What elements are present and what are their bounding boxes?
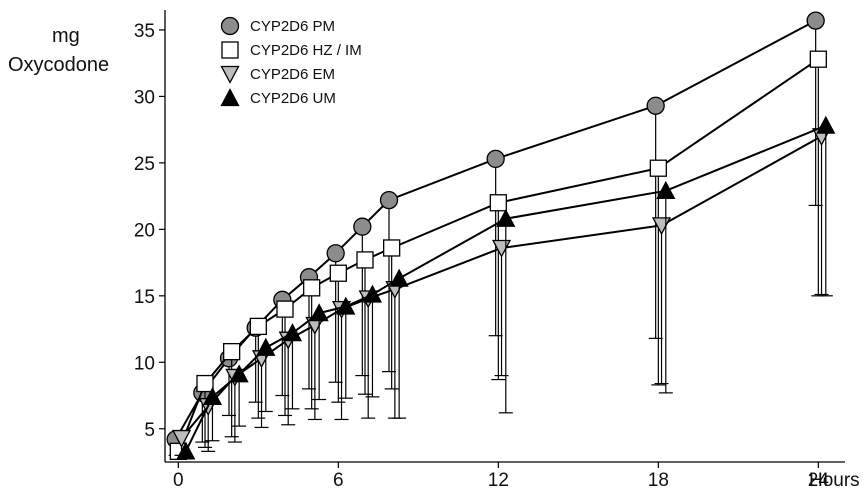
data-point (326, 244, 345, 263)
x-tick-label: 18 (648, 470, 669, 490)
data-point (171, 429, 192, 448)
series-cyp2d6-em (171, 128, 832, 456)
x-tick-label: 0 (173, 470, 184, 490)
legend-marker (220, 16, 240, 36)
data-point (379, 190, 399, 210)
y-tick-label: 15 (134, 287, 155, 308)
legend: CYP2D6 PM CYP2D6 HZ / IM CYP2D6 EM CYP2D6 U… (220, 16, 362, 107)
y-tick-label: 35 (134, 21, 155, 42)
legend-label: CYP2D6 UM (250, 90, 336, 107)
data-point (496, 208, 516, 227)
data-point (282, 323, 303, 342)
y-tick-label: 25 (134, 154, 155, 175)
data-point (196, 374, 214, 393)
data-point (646, 96, 665, 115)
legend-marker (220, 65, 240, 84)
y-axis-label-line2: Oxycodone (8, 54, 109, 76)
y-tick-label: 20 (134, 220, 155, 241)
series-cyp2d6-um (176, 115, 836, 460)
legend-label: CYP2D6 EM (250, 66, 335, 83)
data-point (806, 11, 825, 30)
y-tick-label: 5 (144, 420, 155, 441)
data-point (489, 194, 507, 212)
legend-label: CYP2D6 PM (250, 18, 335, 35)
data-point (809, 50, 827, 68)
data-point (309, 303, 329, 322)
data-point (223, 343, 241, 361)
data-point (383, 239, 401, 257)
data-point (276, 300, 294, 318)
y-axis-label-line1: mg (52, 25, 80, 47)
data-point (362, 284, 383, 303)
data-point (303, 279, 321, 297)
data-point (656, 180, 676, 199)
data-point (816, 115, 836, 134)
data-point (336, 296, 356, 315)
data-point (176, 441, 196, 460)
data-point (649, 159, 667, 177)
axes (164, 10, 845, 463)
x-tick-label: 6 (333, 470, 344, 490)
data-point (353, 217, 372, 236)
series-cyp2d6-hz-im (169, 50, 827, 461)
legend-label: CYP2D6 HZ / IM (250, 42, 362, 59)
legend-marker (220, 88, 240, 107)
data-point (229, 364, 249, 383)
data-point (249, 317, 267, 336)
data-point (486, 149, 505, 169)
data-point (256, 337, 276, 356)
data-point (389, 268, 409, 287)
x-ticks: 0 6 12 18 24 (173, 462, 829, 490)
y-ticks: 5 10 15 20 25 30 35 (134, 21, 165, 441)
plot-area (166, 11, 836, 461)
x-tick-label: 12 (488, 470, 509, 490)
y-tick-label: 30 (134, 87, 155, 108)
x-tick-label: 24 (808, 470, 830, 490)
legend-marker (221, 41, 239, 59)
data-point (329, 264, 347, 282)
data-point (202, 386, 223, 406)
y-tick-label: 10 (134, 353, 155, 374)
data-point (356, 251, 374, 269)
x-axis-unit-label: Hours (809, 470, 860, 490)
